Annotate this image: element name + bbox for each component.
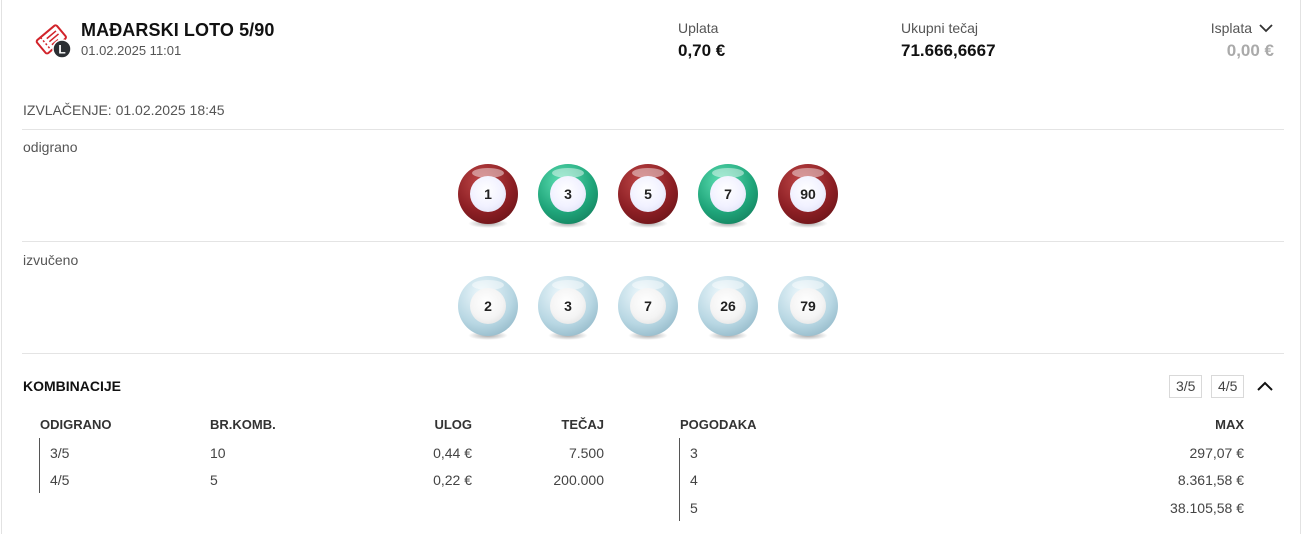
ball-number: 5 — [630, 176, 666, 212]
drawn-balls: 2 3 7 26 79 — [458, 276, 838, 342]
played-ball: 3 — [538, 164, 598, 230]
col-header-tecaj: TEČAJ — [561, 417, 604, 432]
payout-value: 0,00 € — [1226, 41, 1274, 60]
played-balls: 1 3 5 7 90 — [458, 164, 838, 230]
col-header-ulog: ULOG — [434, 417, 472, 432]
played-ball: 1 — [458, 164, 518, 230]
combination-chip-3of5[interactable]: 3/5 — [1169, 375, 1203, 398]
played-label: odigrano — [23, 139, 78, 155]
table-cell-odigrano: 3/5 — [50, 445, 70, 461]
table-cell-brkomb: 5 — [210, 472, 218, 488]
table-left-border — [39, 438, 40, 493]
combinations-title: KOMBINACIJE — [23, 378, 122, 394]
col-header-odigrano: ODIGRANO — [40, 417, 112, 432]
ball-number: 3 — [550, 176, 586, 212]
divider — [22, 241, 1284, 242]
ball-number: 7 — [630, 288, 666, 324]
ball-number: 90 — [790, 176, 826, 212]
ticket-header[interactable]: L MAĐARSKI LOTO 5/90 01.02.2025 11:01 Up… — [2, 0, 1302, 85]
hits-cell-pogodaka: 5 — [690, 500, 698, 516]
played-ball: 7 — [698, 164, 758, 230]
hits-cell-max: 297,07 € — [1189, 445, 1245, 461]
stake-value: 0,70 € — [678, 41, 726, 60]
ticket-badge: L — [58, 43, 65, 57]
hits-cell-max: 38.105,58 € — [1170, 500, 1244, 516]
drawn-ball: 79 — [778, 276, 838, 342]
payout-label: Isplata — [1210, 20, 1252, 36]
played-ball: 90 — [778, 164, 838, 230]
hits-cell-max: 8.361,58 € — [1177, 472, 1244, 488]
ball-number: 7 — [710, 176, 746, 212]
total-odds-label: Ukupni tečaj — [901, 20, 979, 36]
draw-datetime: IZVLAČENJE: 01.02.2025 18:45 — [23, 102, 225, 118]
played-ball: 5 — [618, 164, 678, 230]
divider — [22, 353, 1284, 354]
combination-chip-4of5[interactable]: 4/5 — [1211, 375, 1245, 398]
ball-number: 26 — [710, 288, 746, 324]
payout-toggle[interactable]: Isplata — [1211, 20, 1274, 36]
drawn-ball: 2 — [458, 276, 518, 342]
col-header-max: MAX — [1215, 417, 1244, 432]
ticket-datetime: 01.02.2025 11:01 — [81, 43, 182, 58]
stake-summary: Uplata 0,70 € — [678, 20, 725, 61]
divider — [22, 129, 1284, 130]
chevron-up-icon[interactable] — [1256, 378, 1274, 394]
table-cell-ulog: 0,44 € — [433, 445, 472, 461]
total-odds-summary: Ukupni tečaj 71.666,6667 — [901, 20, 996, 61]
ball-number: 1 — [470, 176, 506, 212]
drawn-ball: 7 — [618, 276, 678, 342]
payout-summary[interactable]: Isplata 0,00 € — [1211, 20, 1274, 61]
drawn-ball: 3 — [538, 276, 598, 342]
drawn-label: izvučeno — [23, 252, 79, 268]
stake-label: Uplata — [678, 20, 719, 36]
hits-cell-pogodaka: 3 — [690, 445, 698, 461]
hits-table-left-border — [679, 438, 680, 521]
ball-number: 3 — [550, 288, 586, 324]
total-odds-value: 71.666,6667 — [901, 41, 996, 60]
ball-number: 2 — [470, 288, 506, 324]
table-cell-odigrano: 4/5 — [50, 472, 70, 488]
ball-number: 79 — [790, 288, 826, 324]
hits-cell-pogodaka: 4 — [690, 472, 698, 488]
lottery-ticket-icon: L — [35, 24, 72, 59]
col-header-pogodaka: POGODAKA — [680, 417, 757, 432]
drawn-ball: 26 — [698, 276, 758, 342]
ticket-title: MAĐARSKI LOTO 5/90 — [81, 20, 275, 40]
table-cell-brkomb: 10 — [210, 445, 226, 461]
table-cell-ulog: 0,22 € — [433, 472, 472, 488]
chevron-down-icon[interactable] — [1258, 20, 1274, 36]
table-cell-tecaj: 200.000 — [553, 472, 604, 488]
table-cell-tecaj: 7.500 — [568, 445, 604, 461]
col-header-brkomb: BR.KOMB. — [210, 417, 276, 432]
